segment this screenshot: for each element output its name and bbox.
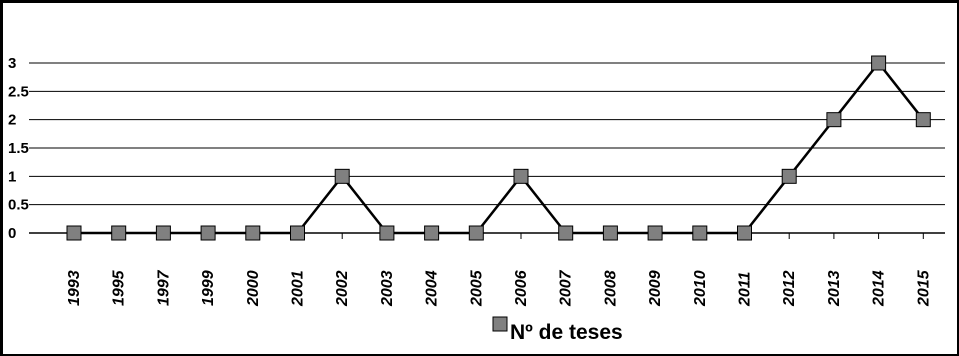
y-tick-label: 0: [8, 225, 16, 242]
x-tick-label: 1993: [66, 270, 83, 306]
x-tick-label: 2001: [290, 270, 307, 307]
y-axis-ticks: 0 0.5 1 1.5 2 2.5 3: [8, 55, 29, 242]
data-point-marker: [424, 225, 440, 241]
y-tick-label: 2: [8, 112, 16, 129]
x-tick-label: 2008: [602, 270, 619, 307]
data-point-marker: [379, 225, 395, 241]
data-point-marker: [871, 55, 887, 71]
x-tick-label: 1995: [111, 269, 128, 306]
x-tick-label: 2010: [692, 270, 709, 307]
data-point-marker: [692, 225, 708, 241]
data-point-marker: [647, 225, 663, 241]
x-tick-label: 2012: [781, 270, 798, 307]
data-point-marker: [245, 225, 261, 241]
gridlines: [29, 62, 945, 234]
data-point-marker: [111, 225, 127, 241]
data-point-marker: [200, 225, 216, 241]
y-tick-label: 0.5: [8, 197, 29, 214]
x-tick-label: 2009: [647, 270, 664, 307]
x-tick-label: 2014: [871, 270, 888, 307]
x-tick-label: 2000: [245, 270, 262, 307]
data-point-marker: [334, 168, 350, 184]
x-tick-label: 1999: [200, 270, 217, 306]
data-point-marker: [826, 112, 842, 128]
x-axis-ticks: 1993 1995 1997 1999 2000 2001 2002 2003 2004 2005…: [66, 233, 932, 307]
x-tick-label: 2003: [379, 270, 396, 307]
y-tick-label: 1: [8, 168, 16, 185]
legend: Nº de teses: [492, 316, 623, 344]
y-tick-label: 1.5: [8, 140, 29, 157]
series-nº-de-teses: [66, 55, 931, 241]
data-point-marker: [513, 168, 529, 184]
data-point-marker: [155, 225, 171, 241]
y-tick-label: 2.5: [8, 83, 29, 100]
x-tick-label: 2004: [424, 270, 441, 307]
x-tick-label: 2015: [915, 269, 932, 307]
legend-marker: [492, 316, 508, 332]
data-point-marker: [781, 168, 797, 184]
data-point-marker: [290, 225, 305, 241]
x-tick-label: 2011: [737, 271, 754, 307]
data-point-marker: [915, 112, 931, 128]
x-tick-label: 2005: [468, 269, 485, 307]
data-point-marker: [468, 225, 484, 241]
x-tick-label: 2007: [558, 269, 575, 307]
legend-label: Nº de teses: [510, 321, 623, 344]
data-point-marker: [558, 225, 574, 241]
x-tick-label: 2013: [826, 270, 843, 307]
x-tick-label: 1997: [155, 269, 172, 306]
data-point-marker: [602, 225, 618, 241]
data-point-marker: [66, 225, 82, 241]
x-tick-label: 2002: [334, 270, 351, 307]
x-tick-label: 2006: [513, 270, 530, 307]
y-tick-label: 3: [8, 55, 16, 72]
data-point-marker: [737, 225, 752, 241]
